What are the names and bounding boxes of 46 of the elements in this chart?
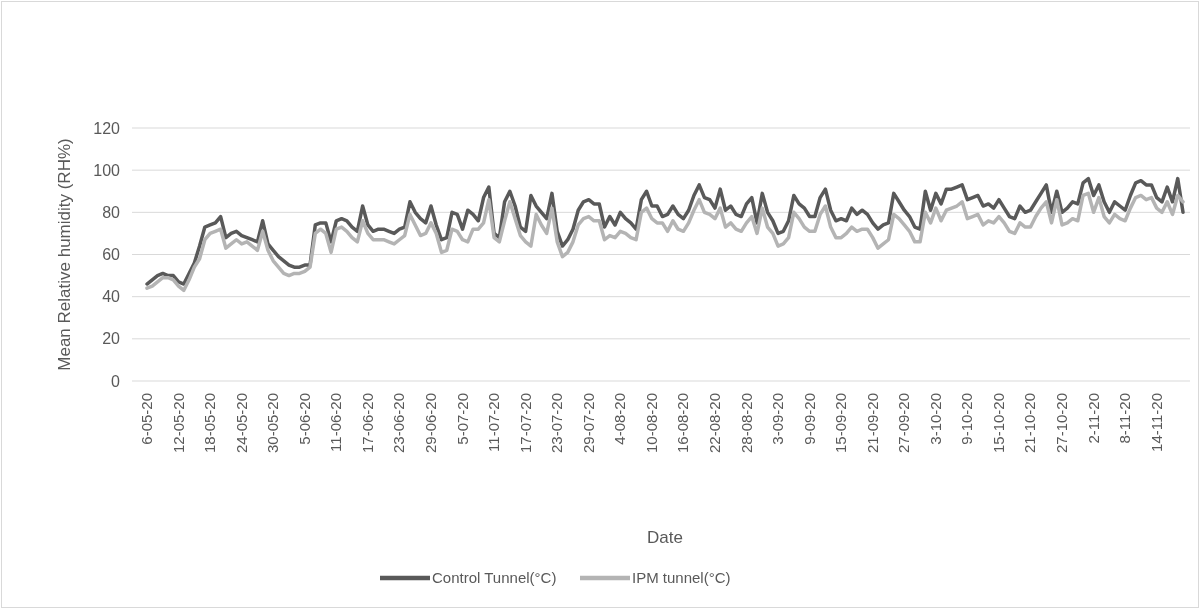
x-tick-label: 27-09-20 [895, 393, 913, 454]
x-tick-label: 11-07-20 [485, 393, 503, 452]
x-tick-label: 8-11-20 [1116, 393, 1134, 444]
x-axis-title: Date [647, 528, 683, 547]
x-tick-label: 5-07-20 [453, 393, 471, 445]
x-tick-label: 5-06-20 [295, 393, 313, 445]
x-tick-label: 3-09-20 [769, 393, 787, 445]
x-tick-label: 28-08-20 [737, 393, 755, 454]
x-tick-label: 3-10-20 [926, 393, 944, 445]
x-tick-label: 15-10-20 [989, 393, 1007, 454]
x-tick-label: 16-08-20 [674, 393, 692, 454]
x-tick-label: 27-10-20 [1053, 393, 1071, 454]
x-tick-label: 9-10-20 [958, 393, 976, 445]
x-tick-label: 22-08-20 [705, 393, 723, 454]
y-tick-label: 0 [111, 372, 121, 390]
y-tick-label: 120 [93, 119, 121, 137]
x-tick-label: 12-05-20 [169, 393, 187, 454]
x-tick-label: 30-05-20 [264, 393, 282, 454]
x-tick-label: 23-07-20 [548, 393, 566, 454]
legend-label: Control Tunnel(°C) [432, 569, 557, 587]
x-tick-label: 15-09-20 [832, 393, 850, 454]
y-tick-label: 100 [93, 161, 121, 179]
x-tick-label: 24-05-20 [232, 393, 250, 454]
x-tick-label: 11-06-20 [327, 393, 345, 452]
line-series [145, 191, 1185, 293]
x-tick-label: 21-10-20 [1021, 393, 1039, 454]
x-tick-label: 29-07-20 [579, 393, 597, 454]
x-tick-label: 4-08-20 [611, 393, 629, 445]
x-tick-label: 17-07-20 [516, 393, 534, 454]
y-tick-label: 40 [102, 288, 121, 306]
x-tick-label: 6-05-20 [138, 393, 155, 445]
y-axis-title: Mean Relative humidity (RH%) [55, 138, 74, 371]
x-tick-label: 17-06-20 [358, 393, 376, 454]
x-tick-label: 21-09-20 [863, 393, 881, 454]
x-tick-label: 23-06-20 [390, 393, 408, 454]
y-tick-label: 20 [102, 330, 121, 348]
y-tick-label: 60 [102, 246, 121, 264]
x-tick-label: 2-11-20 [1084, 393, 1102, 444]
line-series [145, 176, 1185, 286]
x-tick-label: 29-06-20 [421, 393, 439, 454]
x-tick-label: 14-11-20 [1147, 393, 1165, 452]
x-tick-label: 10-08-20 [642, 393, 660, 454]
x-tick-label: 18-05-20 [201, 393, 219, 454]
x-tick-label: 9-09-20 [800, 393, 818, 445]
y-tick-label: 80 [102, 203, 121, 221]
legend-label: IPM tunnel(°C) [632, 569, 731, 587]
